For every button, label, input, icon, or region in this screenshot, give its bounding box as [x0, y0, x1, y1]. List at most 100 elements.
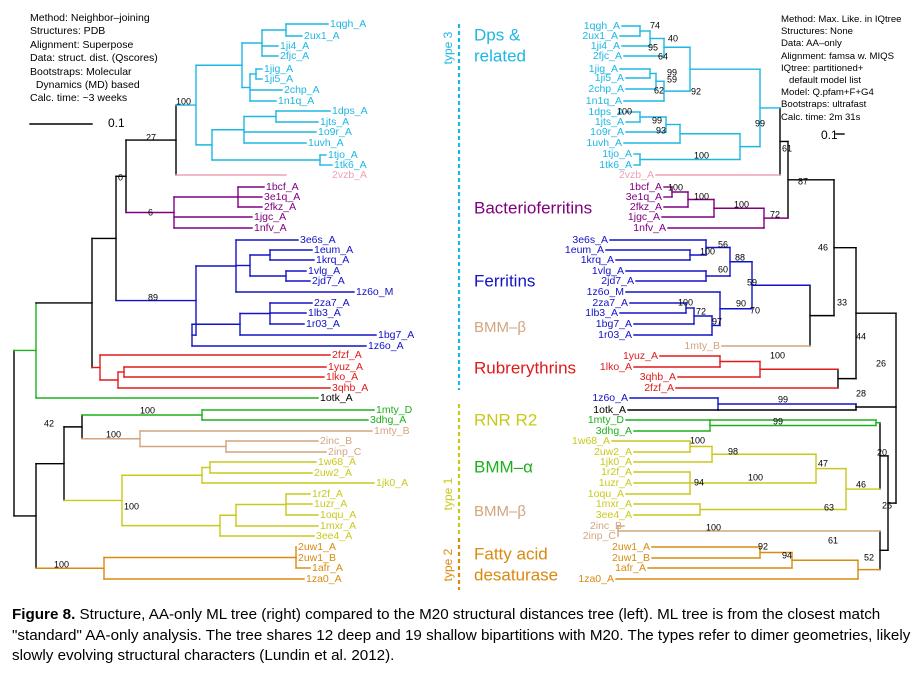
right-leaf-label: 1ji4_A — [591, 40, 620, 52]
left-info-line: Bootstraps: Molecular — [30, 65, 132, 78]
group-label: Ferritins — [474, 271, 535, 290]
right-bootstrap-value: 98 — [728, 446, 738, 456]
right-bootstrap-value: 100 — [690, 435, 705, 445]
right-leaf-label: 1vlg_A — [592, 265, 624, 277]
right-leaf-label: 1uzr_A — [599, 477, 632, 489]
right-leaf-label: 1z6o_M — [587, 286, 624, 298]
left-leaf-label: 1r2f_A — [312, 488, 343, 500]
left-leaf-label: 2inp_C — [328, 446, 362, 458]
right-bootstrap-value: 52 — [864, 552, 874, 562]
right-leaf-label: 2fzf_A — [644, 382, 674, 394]
right-leaf-label: 1w68_A — [572, 435, 610, 447]
left-bootstrap-value: 27 — [146, 132, 156, 142]
right-bootstrap-value: 28 — [856, 388, 866, 398]
right-info-line: Calc. time: 2m 31s — [781, 111, 861, 123]
right-bootstrap-value: 100 — [734, 199, 749, 209]
right-leaf-label: 1yuz_A — [623, 350, 658, 362]
right-bootstrap-value: 92 — [691, 86, 701, 96]
group-label: RNR R2 — [474, 410, 537, 429]
right-bootstrap-value: 100 — [617, 106, 632, 116]
right-bootstrap-value: 99 — [667, 67, 677, 77]
right-leaf-label: 2fjc_A — [593, 50, 622, 62]
right-leaf-label: 2uw1_A — [612, 541, 650, 553]
right-bootstrap-value: 100 — [694, 150, 709, 160]
left-leaf-label: 2uw1_A — [298, 541, 336, 553]
left-info-line: Data: struct. dist. (Qscores) — [30, 52, 158, 65]
group-label: Rubrerythrins — [474, 358, 576, 377]
right-bootstrap-value: 74 — [650, 20, 660, 30]
left-leaf-label: 1eum_A — [314, 244, 353, 256]
right-scale-label: 0.1 — [821, 128, 838, 142]
left-bootstrap-value: 100 — [176, 96, 191, 106]
figure-caption: Figure 8. Structure, AA-only ML tree (ri… — [12, 605, 912, 667]
type-label: type 1 — [441, 477, 455, 510]
right-bootstrap-value: 20 — [877, 447, 887, 457]
right-leaf-label: 1dps_A — [588, 106, 624, 118]
right-leaf-label: 1jts_A — [595, 116, 624, 128]
right-bootstrap-value: 99 — [778, 394, 788, 404]
right-leaf-label: 1otk_A — [593, 404, 626, 416]
right-bootstrap-value: 99 — [652, 115, 662, 125]
left-bootstrap-value: 6 — [148, 207, 153, 217]
right-bootstrap-value: 56 — [718, 239, 728, 249]
right-bootstrap-value: 87 — [798, 176, 808, 186]
right-leaf-label: 2fkz_A — [630, 201, 662, 213]
caption-text: Structure, AA-only ML tree (right) compa… — [12, 606, 911, 664]
right-leaf-label: 1qgh_A — [584, 20, 620, 32]
right-leaf-label: 1krq_A — [581, 254, 614, 266]
right-bootstrap-value: 72 — [696, 306, 706, 316]
right-leaf-label: 1r03_A — [598, 329, 632, 341]
right-bootstrap-value: 100 — [748, 472, 763, 482]
left-leaf-label: 2ux1_A — [304, 30, 340, 42]
right-bootstrap-value: 72 — [770, 209, 780, 219]
right-bootstrap-value: 93 — [656, 125, 666, 135]
right-bootstrap-value: 94 — [782, 550, 792, 560]
left-leaf-label: 3ee4_A — [316, 530, 352, 542]
left-leaf-label: 2uw2_A — [314, 467, 352, 479]
left-leaf-label: 3qhb_A — [332, 382, 368, 394]
left-leaf-label: 1uvh_A — [308, 137, 344, 149]
left-leaf-label: 1uzr_A — [314, 498, 347, 510]
left-leaf-label: 2uw1_B — [298, 552, 336, 564]
right-bootstrap-value: 44 — [856, 331, 866, 341]
left-leaf-label: 1bcf_A — [266, 181, 299, 193]
left-leaf-label: 1ji4_A — [280, 40, 309, 52]
left-leaf-label: 1dps_A — [332, 105, 368, 117]
right-leaf-label: 1mty_D — [588, 414, 625, 426]
left-leaf-label: 1oqu_A — [320, 509, 356, 521]
right-leaf-label: 1afr_A — [615, 562, 646, 574]
right-bootstrap-value: 88 — [735, 252, 745, 262]
left-leaf-label: 1yuz_A — [328, 361, 363, 373]
left-leaf-label: 2inc_B — [320, 435, 352, 447]
right-bootstrap-value: 100 — [668, 182, 683, 192]
right-bootstrap-value: 60 — [718, 264, 728, 274]
left-leaf-label: 1tjo_A — [328, 149, 358, 161]
right-bootstrap-value: 90 — [736, 298, 746, 308]
left-leaf-label: 2vzb_A — [332, 169, 367, 181]
group-label: related — [474, 46, 526, 65]
left-leaf-label: 1nfv_A — [254, 222, 287, 234]
right-leaf-label: 1jig_A — [589, 63, 618, 75]
right-leaf-label: 1bg7_A — [596, 318, 632, 330]
right-bootstrap-value: 99 — [773, 416, 783, 426]
left-leaf-label: 1r03_A — [306, 318, 340, 330]
left-bootstrap-value: 100 — [54, 559, 69, 569]
group-label: BMM–β — [474, 319, 526, 336]
left-leaf-label: 1mty_B — [374, 425, 410, 437]
right-bootstrap-value: 47 — [818, 458, 828, 468]
right-info-line: Method: Max. Like. in IQtree — [781, 14, 902, 25]
type-label: type 3 — [441, 31, 455, 64]
left-leaf-label: 1w68_A — [318, 456, 356, 468]
right-bootstrap-value: 100 — [678, 297, 693, 307]
left-leaf-label: 1lb3_A — [308, 307, 341, 319]
group-label: Fatty acid — [474, 544, 548, 563]
right-info-line: IQtree: partitioned+ — [781, 62, 864, 74]
right-bootstrap-value: 95 — [648, 42, 658, 52]
right-bootstrap-value: 97 — [712, 316, 722, 326]
group-label: BMM–β — [474, 503, 526, 520]
right-bootstrap-value: 100 — [700, 246, 715, 256]
right-leaf-label: 2vzb_A — [619, 169, 654, 181]
left-info-line: Calc. time: ~3 weeks — [30, 92, 128, 105]
right-method-info: Method: Max. Like. in IQtree Structures:… — [781, 14, 902, 124]
right-bootstrap-value: 46 — [818, 242, 828, 252]
